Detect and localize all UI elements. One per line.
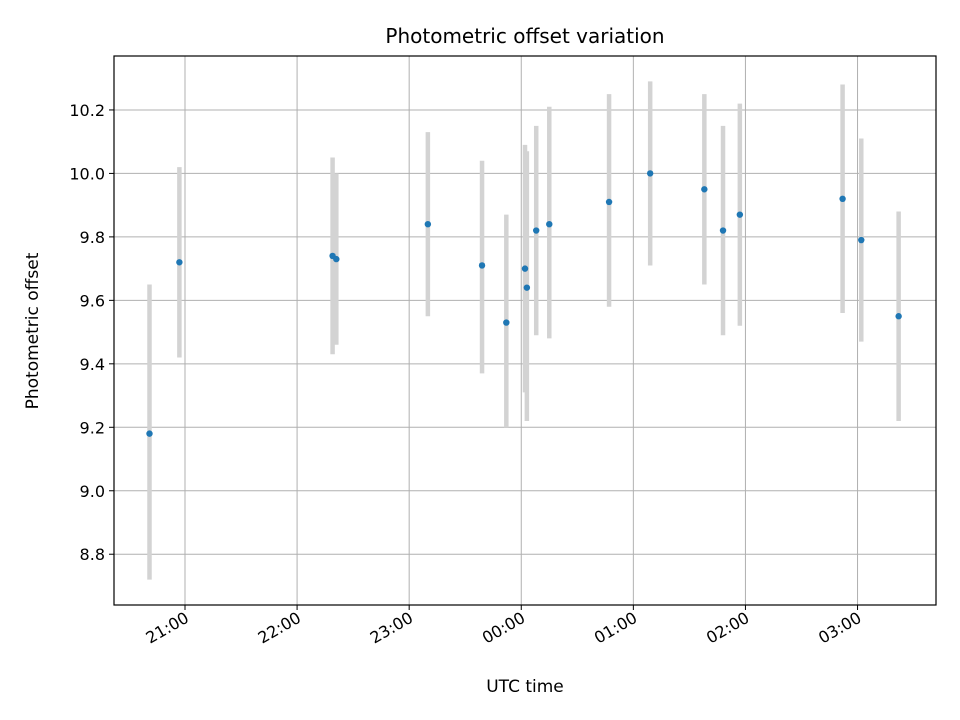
y-tick-label: 9.6 <box>80 291 105 310</box>
data-point <box>736 211 744 218</box>
y-tick-label: 10.2 <box>69 101 105 120</box>
data-point <box>546 220 553 228</box>
data-point <box>646 170 654 177</box>
y-tick-label: 8.8 <box>80 545 105 564</box>
point-layer <box>146 170 902 437</box>
data-point <box>895 313 902 320</box>
plot-frame <box>113 55 937 606</box>
data-point <box>478 262 486 269</box>
data-point <box>146 430 153 437</box>
y-tick-label: 9.4 <box>80 355 105 374</box>
y-tick-label: 10.0 <box>69 164 105 183</box>
data-point <box>858 236 865 244</box>
data-point <box>176 259 183 266</box>
y-tick-label: 9.2 <box>80 418 105 437</box>
y-axis-label: Photometric offset <box>23 252 43 409</box>
data-point <box>333 255 340 263</box>
chart-title: Photometric offset variation <box>385 24 664 48</box>
data-point <box>503 319 510 326</box>
data-point <box>533 227 540 234</box>
data-point <box>424 220 432 228</box>
data-point <box>701 186 708 193</box>
data-point <box>523 284 531 291</box>
x-axis-label: UTC time <box>486 677 564 697</box>
y-tick-label: 9.8 <box>80 228 105 247</box>
data-point <box>521 265 529 272</box>
data-point <box>605 198 613 206</box>
y-axis-ticks: 8.8 9.0 9.2 9.4 9.6 9.8 10.0 10.2 <box>69 101 114 564</box>
data-point <box>719 227 727 234</box>
data-point <box>839 195 846 203</box>
y-tick-label: 9.0 <box>80 482 105 501</box>
